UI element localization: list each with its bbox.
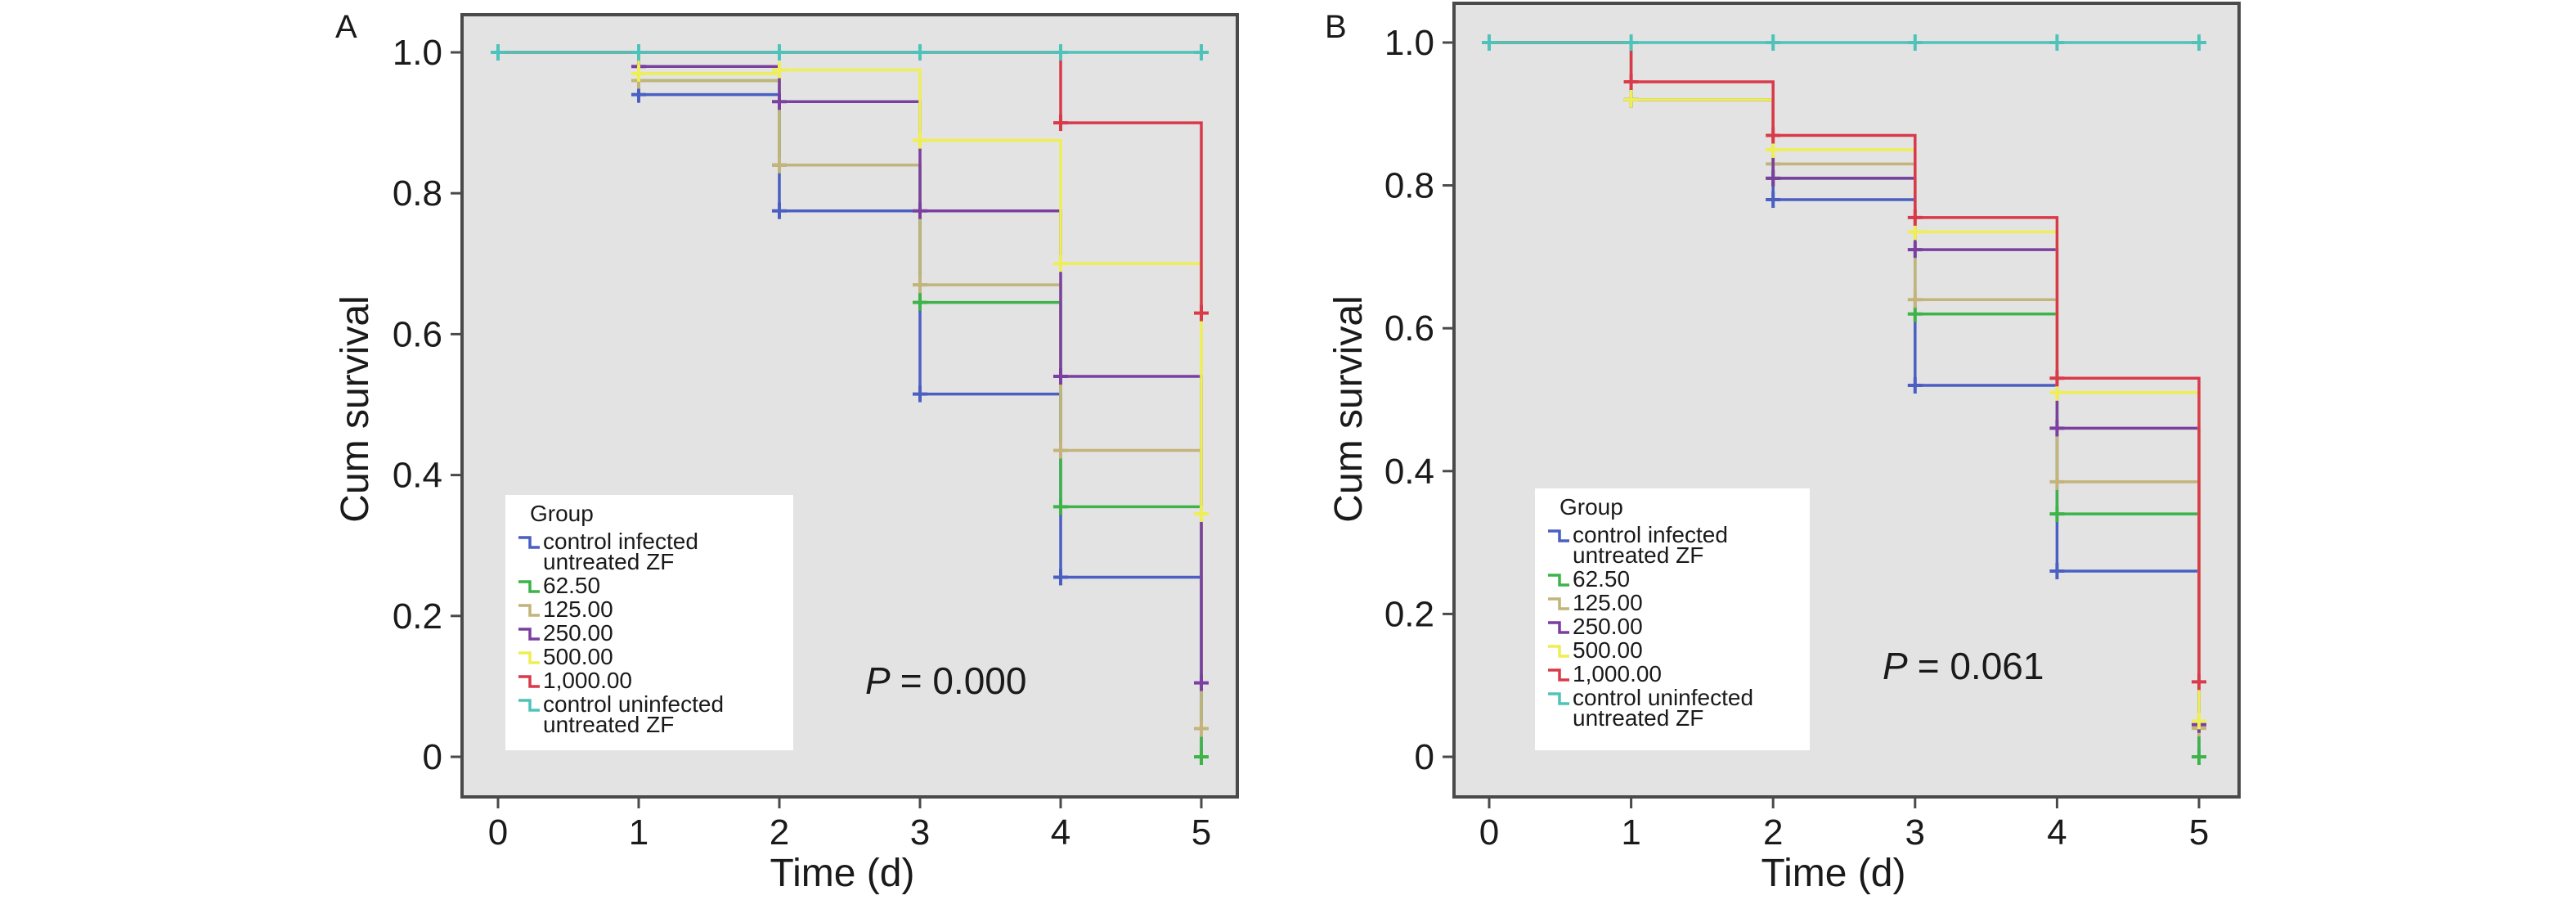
legend-item: 1,000.00 (1548, 661, 1662, 686)
legend-swatch (1548, 574, 1569, 587)
legend-label: control uninfected (543, 691, 724, 717)
legend-swatch (518, 604, 540, 617)
x-tick-label: 5 (2189, 812, 2209, 853)
p-value-text: = 0.000 (900, 659, 1027, 702)
legend-swatch (1548, 668, 1569, 682)
y-tick-label: 0.8 (393, 173, 442, 214)
survival-series (498, 51, 1209, 522)
legend-swatch (1548, 692, 1569, 705)
legend-box (505, 495, 793, 750)
legend-swatch (1548, 597, 1569, 610)
x-tick-label: 4 (2047, 812, 2067, 853)
legend-label: 1,000.00 (1573, 661, 1662, 686)
legend-label: control infected (543, 529, 698, 554)
x-axis-title: Time (d) (770, 852, 915, 895)
legend-swatch (1548, 645, 1569, 658)
y-tick-label: 1.0 (1384, 23, 1434, 63)
x-tick-label: 2 (1763, 812, 1783, 853)
y-tick-label: 1.0 (393, 33, 442, 73)
legend-label: control infected (1573, 522, 1728, 547)
legend-item: 1,000.00 (518, 668, 632, 693)
legend-item: 250.00 (518, 620, 613, 646)
y-tick-label: 0.6 (1384, 308, 1434, 349)
x-tick-label: 3 (1905, 812, 1925, 853)
legend-label: untreated ZF (1573, 542, 1703, 568)
y-tick-label: 0.2 (1384, 594, 1434, 634)
legend-swatch (518, 580, 540, 593)
legend-item: 125.00 (1548, 590, 1643, 615)
survival-series (1482, 34, 2206, 51)
p-value-symbol: P (865, 659, 891, 702)
legend-label: 125.00 (543, 596, 613, 622)
p-value-annotation: P = 0.061 (1883, 645, 2044, 687)
y-tick-label: 0 (423, 737, 442, 777)
survival-series (1489, 41, 2206, 691)
legend-item: 62.50 (1548, 566, 1630, 592)
x-tick-label: 0 (1479, 812, 1499, 853)
x-tick-label: 0 (488, 812, 508, 853)
panel-letter: B (1325, 9, 1347, 45)
legend-label: 250.00 (1573, 614, 1643, 639)
legend-swatch (1548, 529, 1569, 542)
x-tick-label: 1 (629, 812, 648, 853)
legend-label: untreated ZF (543, 712, 674, 737)
y-tick-label: 0.4 (393, 456, 442, 496)
legend-label: 125.00 (1573, 590, 1643, 615)
y-tick-label: 0 (1415, 737, 1434, 777)
legend-item: 125.00 (518, 596, 613, 622)
legend-item: 250.00 (1548, 614, 1643, 639)
legend-item: 62.50 (518, 573, 600, 598)
p-value-text: = 0.061 (1918, 645, 2044, 687)
legend-label: 1,000.00 (543, 668, 632, 693)
legend-label: untreated ZF (1573, 705, 1703, 731)
x-tick-label: 4 (1051, 812, 1070, 853)
p-value-annotation: P = 0.000 (865, 659, 1026, 702)
panel-letter: A (335, 9, 357, 45)
legend-swatch (518, 675, 540, 688)
legend-title: Group (530, 501, 594, 526)
legend-label: 500.00 (1573, 637, 1643, 663)
y-tick-label: 0.2 (393, 596, 442, 637)
x-tick-label: 3 (910, 812, 930, 853)
x-tick-label: 2 (770, 812, 789, 853)
survival-series (491, 44, 1209, 61)
legend-label: 62.50 (543, 573, 600, 598)
y-tick-label: 0.8 (1384, 166, 1434, 206)
y-axis-title: Cum survival (1327, 295, 1371, 522)
legend-swatch (518, 628, 540, 641)
y-tick-label: 0.6 (393, 314, 442, 354)
legend-item: 500.00 (1548, 637, 1643, 663)
y-tick-label: 0.4 (1384, 452, 1434, 492)
legend-label: 62.50 (1573, 566, 1630, 592)
legend-label: control uninfected (1573, 685, 1753, 710)
y-axis-title: Cum survival (334, 295, 377, 522)
legend-box (1535, 488, 1810, 750)
legend-swatch (1548, 621, 1569, 634)
legend-swatch (518, 699, 540, 712)
panel-a: A 0 0.2 0.4 0.6 0.8 1.0 0 1 2 3 4 5 Cum survival Time … (334, 9, 1239, 895)
x-axis-title: Time (d) (1761, 852, 1906, 895)
x-tick-label: 1 (1621, 812, 1640, 853)
legend-label: untreated ZF (543, 549, 674, 574)
legend-swatch (518, 651, 540, 664)
panel-b: B 0 0.2 0.4 0.6 0.8 1.0 0 1 2 3 4 5 Cum survival Time … (1325, 2, 2241, 895)
legend-swatch (518, 536, 540, 549)
x-tick-label: 5 (1192, 812, 1211, 853)
p-value-symbol: P (1883, 645, 1908, 687)
legend-label: 500.00 (543, 644, 613, 669)
legend-title: Group (1560, 494, 1623, 520)
series-line (1489, 41, 2201, 682)
legend-item: 500.00 (518, 644, 613, 669)
legend-label: 250.00 (543, 620, 613, 646)
